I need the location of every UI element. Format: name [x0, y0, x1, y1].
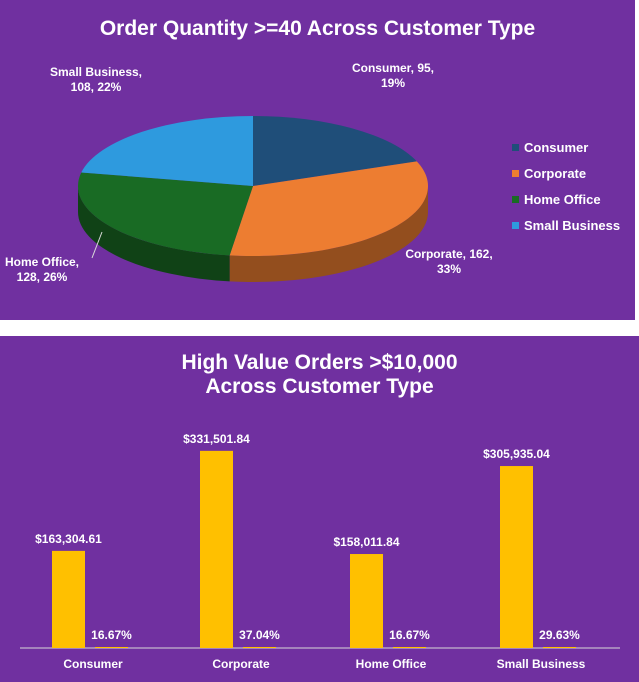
- bar-home-office: [350, 554, 383, 648]
- bar-percent-home-office: [393, 647, 426, 648]
- bar-value-label-home-office: $158,011.84: [333, 535, 399, 549]
- pie-data-label-corporate: Corporate, 162, 33%: [405, 247, 492, 276]
- legend-label: Corporate: [524, 165, 587, 181]
- bar-chart: $163,304.61 16.67% Consumer $331,501.84 37.0…: [20, 432, 620, 671]
- legend-item-small-business: Small Business: [512, 212, 620, 238]
- bar-small-business: [500, 466, 533, 648]
- x-tick-label-home-office: Home Office: [356, 657, 427, 671]
- legend-item-home-office: Home Office: [512, 186, 620, 212]
- pie-side-corporate: [229, 186, 428, 282]
- legend-item-corporate: Corporate: [512, 160, 620, 186]
- pie-data-label-small-business: Small Business, 108, 22%: [50, 65, 142, 94]
- pie-slice-consumer: [253, 116, 417, 186]
- legend-label: Consumer: [524, 139, 589, 155]
- bar-chart-panel: High Value Orders >$10,000 Across Custom…: [0, 336, 639, 682]
- legend-swatch: [512, 143, 519, 151]
- bar-percent-label-home-office: 16.67%: [389, 628, 430, 642]
- pie-slice-small-business: [81, 116, 254, 186]
- pie-leader-line: [91, 231, 103, 259]
- pie-chart-panel: Order Quantity >=40 Across Customer Type…: [0, 0, 635, 320]
- bar-percent-corporate: [243, 647, 276, 648]
- legend-swatch: [512, 195, 519, 203]
- pie-chart-title: Order Quantity >=40 Across Customer Type: [99, 17, 536, 40]
- pie-legend: Consumer Corporate Home Office Small Busine…: [512, 134, 620, 238]
- pie-data-label-home-office: Home Office, 128, 26%: [5, 255, 79, 284]
- pie-slice-corporate: [229, 161, 428, 256]
- pie-data-label-consumer: Consumer, 95, 19%: [352, 61, 434, 90]
- x-tick-label-small-business: Small Business: [497, 657, 586, 671]
- x-tick-label-corporate: Corporate: [212, 657, 270, 671]
- bar-percent-label-corporate: 37.04%: [239, 628, 280, 642]
- x-tick-label-consumer: Consumer: [63, 657, 123, 671]
- pie-slice-home-office: [77, 172, 253, 256]
- bar-value-label-corporate: $331,501.84: [183, 432, 250, 446]
- pie-chart: Consumer, 95, 19% Corporate, 162, 33% Home O…: [5, 61, 493, 284]
- pie-side-home-office: [77, 186, 230, 282]
- bar-percent-consumer: [95, 647, 128, 648]
- legend-label: Small Business: [524, 217, 621, 233]
- bar-percent-label-small-business: 29.63%: [539, 628, 580, 642]
- bar-percent-label-consumer: 16.67%: [91, 628, 132, 642]
- legend-item-consumer: Consumer: [512, 134, 620, 160]
- bar-value-label-consumer: $163,304.61: [35, 532, 102, 546]
- bar-value-label-small-business: $305,935.04: [483, 447, 550, 461]
- legend-swatch: [512, 221, 519, 229]
- bar-consumer: [52, 550, 85, 648]
- bar-chart-title: High Value Orders >$10,000 Across Custom…: [181, 351, 458, 398]
- bar-corporate: [200, 450, 233, 648]
- legend-label: Home Office: [524, 191, 601, 207]
- legend-swatch: [512, 169, 519, 177]
- bar-percent-small-business: [543, 647, 576, 648]
